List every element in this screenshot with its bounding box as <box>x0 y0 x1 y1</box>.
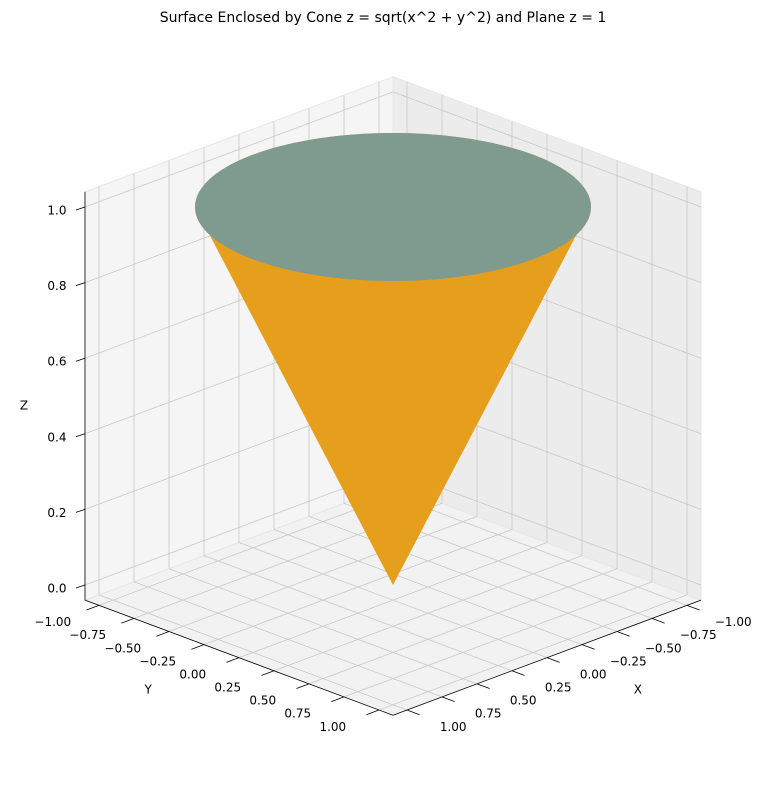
y-tick <box>296 683 310 689</box>
y-tick-label: 0.50 <box>249 694 276 708</box>
chart-title: Surface Enclosed by Cone z = sqrt(x^2 + … <box>160 10 607 26</box>
grid-line <box>238 542 548 659</box>
x-tick <box>406 709 420 716</box>
x-tick <box>581 644 595 650</box>
grid-line <box>308 568 618 685</box>
x-tick <box>441 696 455 703</box>
y-tick-label: −1.00 <box>34 615 71 629</box>
z-tick <box>75 282 86 286</box>
z-tick-label: 0.4 <box>47 430 66 444</box>
x-tick-label: −0.50 <box>645 641 682 655</box>
grid-line <box>343 581 653 698</box>
x-tick-label: −0.75 <box>680 628 717 642</box>
y-tick <box>121 618 135 624</box>
y-tick <box>366 709 380 716</box>
grid-line <box>84 469 394 586</box>
z-tick <box>75 584 86 589</box>
x-tick <box>651 618 665 624</box>
y-tick <box>331 696 345 703</box>
grid-line <box>84 91 394 208</box>
z-tick-label: 0.2 <box>47 506 66 520</box>
x-axis-line <box>392 599 702 716</box>
z-tick <box>75 509 86 513</box>
x-tick <box>686 604 700 611</box>
x-tick-label: 0.00 <box>580 667 607 681</box>
y-tick-label: −0.75 <box>69 628 106 642</box>
grid-line <box>273 555 583 672</box>
x-tick-label: 0.75 <box>475 707 502 721</box>
x-tick-label: −0.25 <box>610 654 647 668</box>
z-tick-label: 0.0 <box>47 582 66 596</box>
grid-line <box>203 529 513 645</box>
y-tick-label: −0.50 <box>104 641 141 655</box>
y-tick-label: 0.25 <box>214 681 241 695</box>
y-axis-label: Y <box>144 683 153 697</box>
z-axis-label: Z <box>20 399 28 413</box>
y-tick <box>86 604 100 611</box>
y-tick-label: 0.00 <box>179 667 206 681</box>
grid-line <box>378 594 688 711</box>
x-tick <box>616 631 630 637</box>
z-tick-label: 0.6 <box>47 355 66 369</box>
z-tick <box>75 433 86 438</box>
x-tick <box>476 683 490 689</box>
z-tick-label: 0.8 <box>47 279 66 293</box>
x-tick-label: 0.25 <box>545 681 572 695</box>
x-tick <box>546 657 560 663</box>
z-tick-label: 1.0 <box>47 204 66 218</box>
x-tick-label: 0.50 <box>510 694 537 708</box>
z-tick <box>75 206 86 211</box>
y-tick-label: 0.75 <box>284 707 311 721</box>
y-tick-label: 1.00 <box>319 720 346 734</box>
plane-surface <box>195 133 591 281</box>
y-tick <box>156 631 170 637</box>
y-tick <box>226 657 240 663</box>
y-tick <box>191 644 205 650</box>
x-axis-label: X <box>634 683 642 697</box>
x-tick <box>511 670 525 676</box>
grid-line <box>168 516 478 632</box>
grid-line <box>392 469 702 586</box>
grid-line <box>392 91 702 208</box>
cone-surface <box>195 207 591 585</box>
y-tick-label: −0.25 <box>139 654 176 668</box>
y-tick <box>261 670 275 676</box>
x-tick-label: −1.00 <box>715 615 752 629</box>
z-tick <box>75 357 86 362</box>
y-axis-line <box>84 599 394 716</box>
x-tick-label: 1.00 <box>440 720 467 734</box>
